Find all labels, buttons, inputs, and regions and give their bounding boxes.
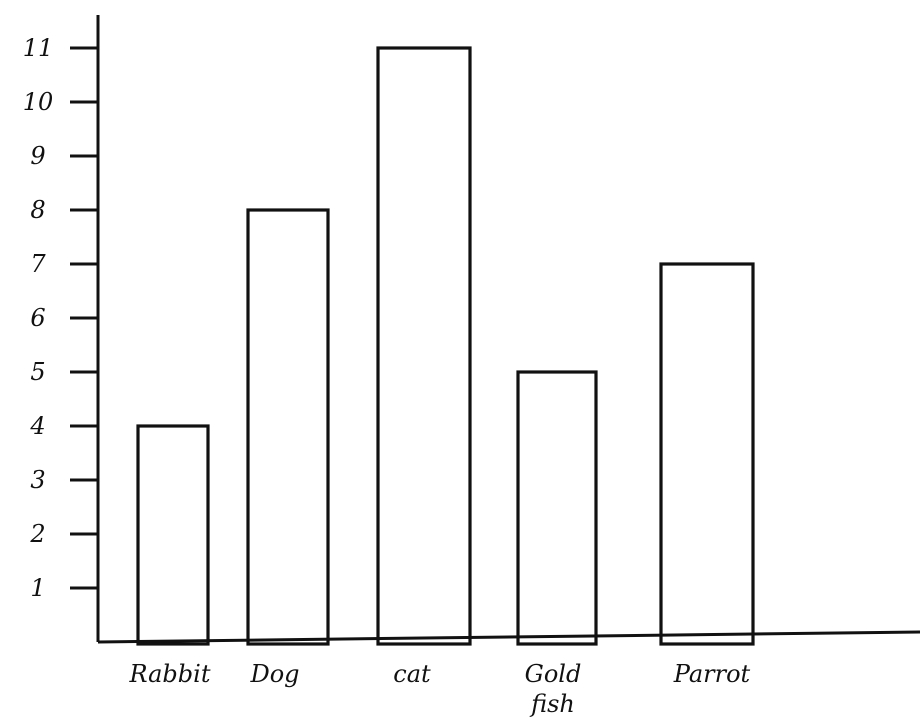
y-tick-label: 5 <box>30 358 45 386</box>
y-tick-label: 11 <box>23 34 54 62</box>
bars <box>136 46 755 646</box>
y-axis: 1 2 3 4 5 6 7 8 9 10 11 <box>23 34 98 602</box>
y-tick-label: 6 <box>30 304 45 332</box>
x-axis-labels: Rabbit Dog cat Gold fish Parrot <box>129 660 751 718</box>
y-tick-label: 10 <box>23 88 54 116</box>
bar-rabbit <box>136 424 210 646</box>
x-tick-label: Parrot <box>673 660 751 688</box>
bar-cat <box>376 46 472 646</box>
x-tick-label: Rabbit <box>129 660 211 688</box>
x-axis-line <box>97 630 921 644</box>
y-tick-label: 8 <box>30 196 45 224</box>
x-tick-label: Dog <box>249 660 299 688</box>
bar-goldfish <box>516 370 598 646</box>
bar-dog <box>246 208 330 646</box>
y-tick-label: 1 <box>30 574 45 602</box>
x-tick-label: cat <box>393 660 431 688</box>
x-tick-label: Gold fish <box>525 660 582 718</box>
bar-parrot <box>659 262 755 646</box>
axes <box>96 15 921 644</box>
y-tick-label: 2 <box>29 520 45 548</box>
y-tick-label: 4 <box>29 412 45 440</box>
y-tick-label: 7 <box>30 250 46 278</box>
y-tick-label: 9 <box>30 142 45 170</box>
y-tick-label: 3 <box>30 466 45 494</box>
